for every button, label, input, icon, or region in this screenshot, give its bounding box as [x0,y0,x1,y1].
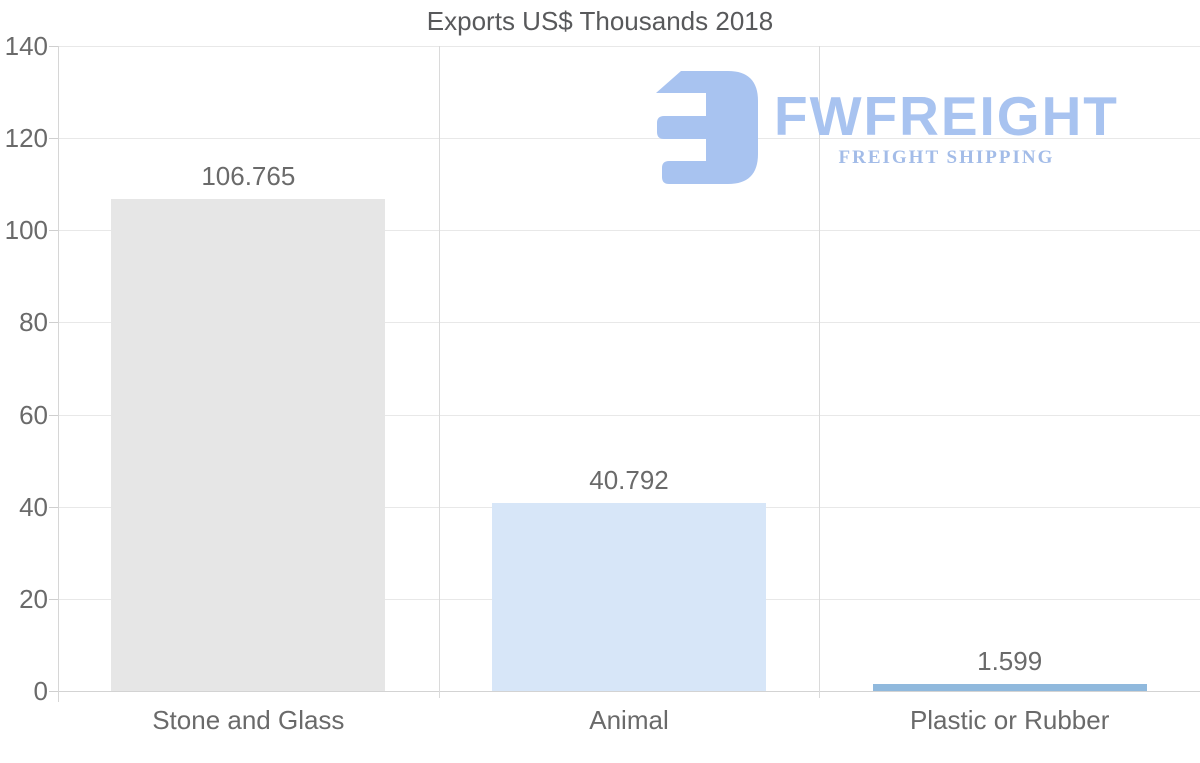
y-axis-line [58,46,59,702]
fwfreight-logo-icon [656,71,758,184]
chart-title: Exports US$ Thousands 2018 [426,6,774,36]
gridline-100 [58,230,1200,232]
y-tick-label-40: 40 [19,491,48,522]
y-tickmark-120 [49,138,58,140]
logo-subtitle: FREIGHT SHIPPING [838,146,1055,168]
logo-text-block: FWFREIGHT FREIGHT SHIPPING [774,87,1119,169]
y-tick-label-0: 0 [33,676,48,706]
gridline-140 [58,46,1200,47]
y-tickmark-100 [49,230,58,232]
bar-stone-and-glass [111,199,386,691]
bar-value-label: 106.765 [201,161,296,192]
gridline-60 [58,414,1200,416]
logo-wordmark: FWFREIGHT [774,84,1119,147]
y-tick-label-60: 60 [19,399,48,430]
gridline-80 [58,322,1200,324]
x-category-label: Stone and Glass [152,705,345,735]
bar-value-label: 40.792 [589,465,669,496]
category-separator-1 [438,46,440,698]
bar-animal [492,503,766,691]
x-category-label: Plastic or Rubber [909,705,1110,735]
gridline-120 [58,138,1200,140]
y-tickmark-80 [49,322,58,324]
watermark-logo: FWFREIGHT FREIGHT SHIPPING [648,71,1119,184]
y-tick-label-140: 140 [4,31,48,61]
y-tick-label-80: 80 [19,307,48,338]
x-category-label: Animal [589,705,669,735]
y-tick-label-100: 100 [4,215,48,246]
bar-plastic-or-rubber [872,683,1147,691]
y-tickmark-40 [49,506,58,508]
bar-value-label: 1.599 [977,645,1043,676]
y-tickmark-140 [49,46,58,47]
y-tick-label-20: 20 [19,583,48,614]
y-tickmark-20 [49,598,58,600]
y-tickmark-0 [49,691,58,692]
gridline-0 [58,691,1200,692]
y-tick-label-120: 120 [4,123,48,154]
y-tickmark-60 [49,414,58,416]
category-separator-2 [819,46,821,698]
